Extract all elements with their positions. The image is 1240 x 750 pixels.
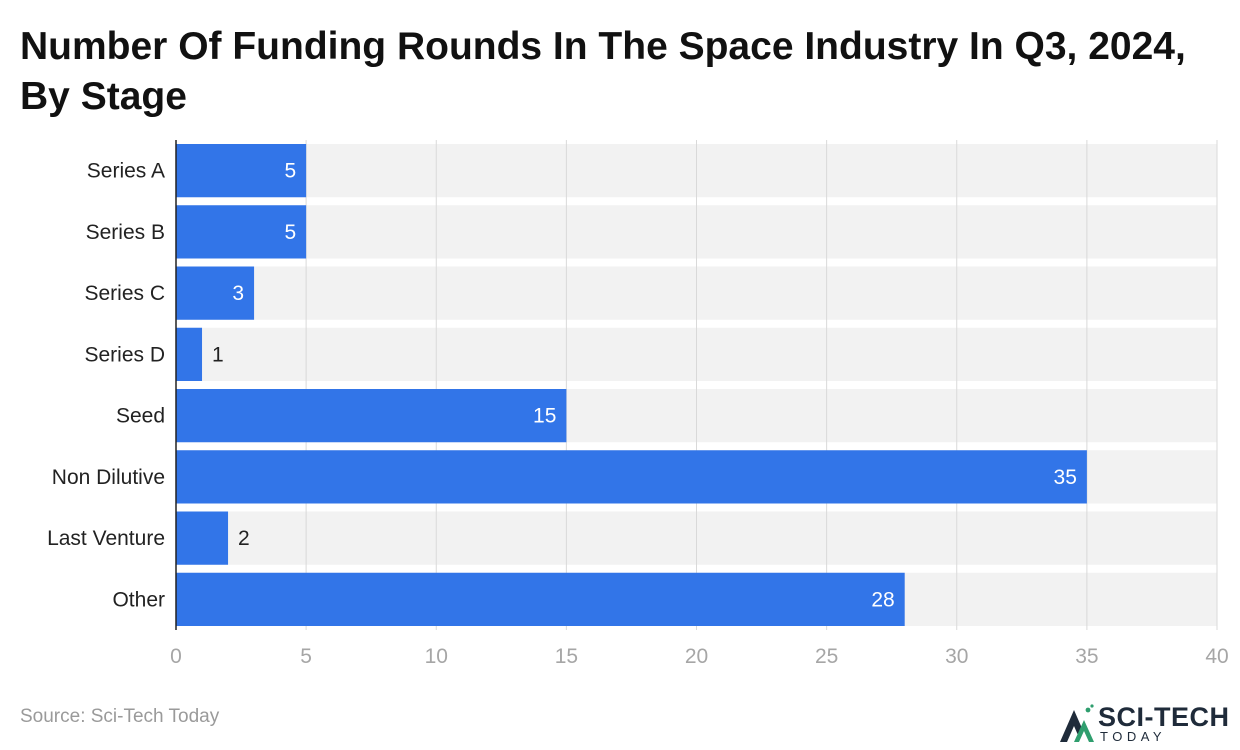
category-label: Series A — [87, 160, 165, 183]
data-label: 5 — [284, 160, 296, 183]
x-tick-label: 35 — [1075, 645, 1098, 668]
category-label: Series D — [84, 343, 165, 366]
bar — [176, 511, 229, 565]
data-label: 5 — [284, 221, 296, 244]
category-label: Last Venture — [47, 527, 165, 550]
chart-title: Number Of Funding Rounds In The Space In… — [20, 25, 1186, 118]
bar — [176, 389, 567, 443]
bar — [176, 450, 1087, 504]
brand-logo: SCI-TECH TODAY — [1058, 700, 1238, 746]
data-label: 28 — [871, 588, 894, 611]
logo-name: SCI-TECH — [1098, 702, 1230, 732]
category-label: Seed — [116, 405, 165, 428]
category-label: Series B — [86, 221, 165, 244]
category-label: Non Dilutive — [52, 466, 165, 489]
bar — [176, 205, 307, 259]
data-labels: 5 5 3 1 15 35 2 28 — [212, 160, 1077, 612]
bar — [176, 572, 905, 626]
x-tick-label: 10 — [425, 645, 448, 668]
data-label: 1 — [212, 343, 224, 366]
x-tick-label: 15 — [555, 645, 578, 668]
x-tick-labels: 0 5 10 15 20 25 30 35 40 — [170, 645, 1229, 668]
x-tick-label: 30 — [945, 645, 968, 668]
category-label: Other — [112, 588, 165, 611]
x-tick-label: 5 — [300, 645, 312, 668]
bar — [176, 266, 255, 320]
x-tick-label: 40 — [1205, 645, 1228, 668]
x-tick-label: 25 — [815, 645, 838, 668]
logo-subtitle: TODAY — [1100, 729, 1167, 744]
x-tick-label: 0 — [170, 645, 182, 668]
data-label: 35 — [1054, 466, 1077, 489]
mountain-logo-icon — [1060, 704, 1094, 742]
category-label: Series C — [84, 282, 165, 305]
data-label: 2 — [238, 527, 250, 550]
data-label: 3 — [232, 282, 244, 305]
bar — [176, 327, 203, 381]
source-note: Source: Sci-Tech Today — [20, 706, 220, 727]
category-labels: Series A Series B Series C Series D Seed Non … — [47, 160, 165, 612]
x-tick-label: 20 — [685, 645, 708, 668]
bar — [176, 144, 307, 198]
bars — [176, 144, 1087, 626]
data-label: 15 — [533, 405, 556, 428]
